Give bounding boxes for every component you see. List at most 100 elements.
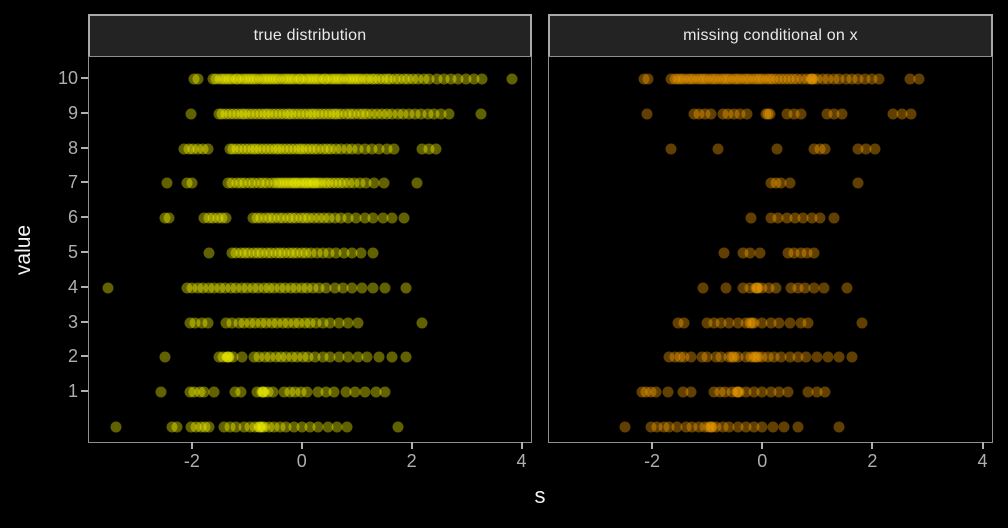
data-point	[775, 351, 787, 363]
data-point	[186, 177, 198, 189]
y-axis-tick-label: 9	[67, 102, 78, 123]
data-point	[289, 386, 301, 398]
data-point	[253, 351, 265, 363]
data-point	[800, 351, 812, 363]
data-point	[422, 108, 434, 120]
data-point	[257, 177, 269, 189]
data-point	[356, 282, 368, 294]
data-point	[688, 73, 700, 85]
data-point	[706, 421, 718, 433]
data-point	[247, 282, 259, 294]
data-point	[828, 212, 840, 224]
data-point	[818, 282, 830, 294]
data-point	[271, 317, 283, 329]
data-point	[243, 143, 255, 155]
data-point	[352, 351, 364, 363]
data-point	[765, 317, 776, 329]
data-point	[636, 386, 648, 398]
data-point	[340, 386, 352, 398]
data-point	[693, 108, 705, 120]
data-point	[362, 73, 374, 85]
data-point	[333, 73, 345, 85]
data-point	[212, 212, 224, 224]
data-point	[772, 212, 784, 224]
data-point	[224, 143, 236, 155]
data-point	[305, 108, 317, 120]
data-point	[330, 177, 342, 189]
data-point	[251, 386, 263, 398]
x-axis-tick-label: 4	[516, 451, 527, 471]
data-point	[270, 73, 282, 85]
data-point	[230, 247, 242, 259]
data-point	[208, 386, 220, 398]
data-point	[258, 282, 269, 294]
y-axis-tick	[81, 181, 88, 184]
data-point	[846, 351, 858, 363]
data-point	[226, 317, 238, 329]
y-axis-tick	[81, 216, 88, 219]
data-point	[171, 421, 183, 433]
data-point	[318, 212, 330, 224]
data-point	[319, 177, 331, 189]
data-point	[754, 73, 766, 85]
data-point	[231, 143, 243, 155]
data-point	[230, 421, 242, 433]
data-point	[811, 351, 823, 363]
data-point	[202, 143, 214, 155]
data-point	[665, 73, 677, 85]
data-point	[293, 317, 305, 329]
data-point	[913, 73, 925, 85]
data-point	[325, 143, 337, 155]
data-point	[235, 247, 247, 259]
data-point	[304, 143, 316, 155]
data-point	[748, 386, 760, 398]
data-point	[301, 177, 313, 189]
data-point	[814, 143, 826, 155]
data-point	[302, 73, 314, 85]
data-point	[778, 421, 790, 433]
data-point	[238, 421, 250, 433]
data-point	[784, 351, 796, 363]
data-point	[866, 73, 878, 85]
data-point	[833, 421, 845, 433]
data-point	[199, 421, 211, 433]
data-point	[718, 247, 730, 259]
data-point	[333, 317, 345, 329]
data-point	[247, 143, 259, 155]
data-point	[274, 247, 286, 259]
data-point	[333, 351, 345, 363]
data-point	[887, 108, 899, 120]
data-point	[791, 73, 803, 85]
data-point	[323, 212, 335, 224]
data-point	[280, 421, 292, 433]
data-point	[308, 143, 320, 155]
data-point	[357, 108, 369, 120]
data-point	[263, 282, 275, 294]
data-point	[355, 73, 367, 85]
data-point	[317, 351, 329, 363]
facet-strip-true-distribution: true distribution	[88, 14, 532, 58]
data-point	[256, 386, 268, 398]
data-point	[340, 73, 352, 85]
data-point	[194, 386, 206, 398]
data-point	[438, 73, 450, 85]
data-point	[296, 421, 308, 433]
data-point	[280, 73, 292, 85]
x-axis-tick-label: 4	[977, 451, 988, 471]
data-point	[703, 421, 715, 433]
data-point	[230, 282, 242, 294]
data-point	[701, 351, 713, 363]
data-point	[236, 73, 248, 85]
data-point	[775, 73, 787, 85]
data-point	[227, 143, 239, 155]
data-point	[788, 108, 800, 120]
data-point	[329, 212, 341, 224]
data-point	[268, 212, 280, 224]
data-point	[290, 212, 302, 224]
data-point	[295, 73, 307, 85]
data-point	[264, 212, 276, 224]
data-point	[316, 108, 328, 120]
data-point	[320, 108, 332, 120]
data-point	[214, 73, 226, 85]
